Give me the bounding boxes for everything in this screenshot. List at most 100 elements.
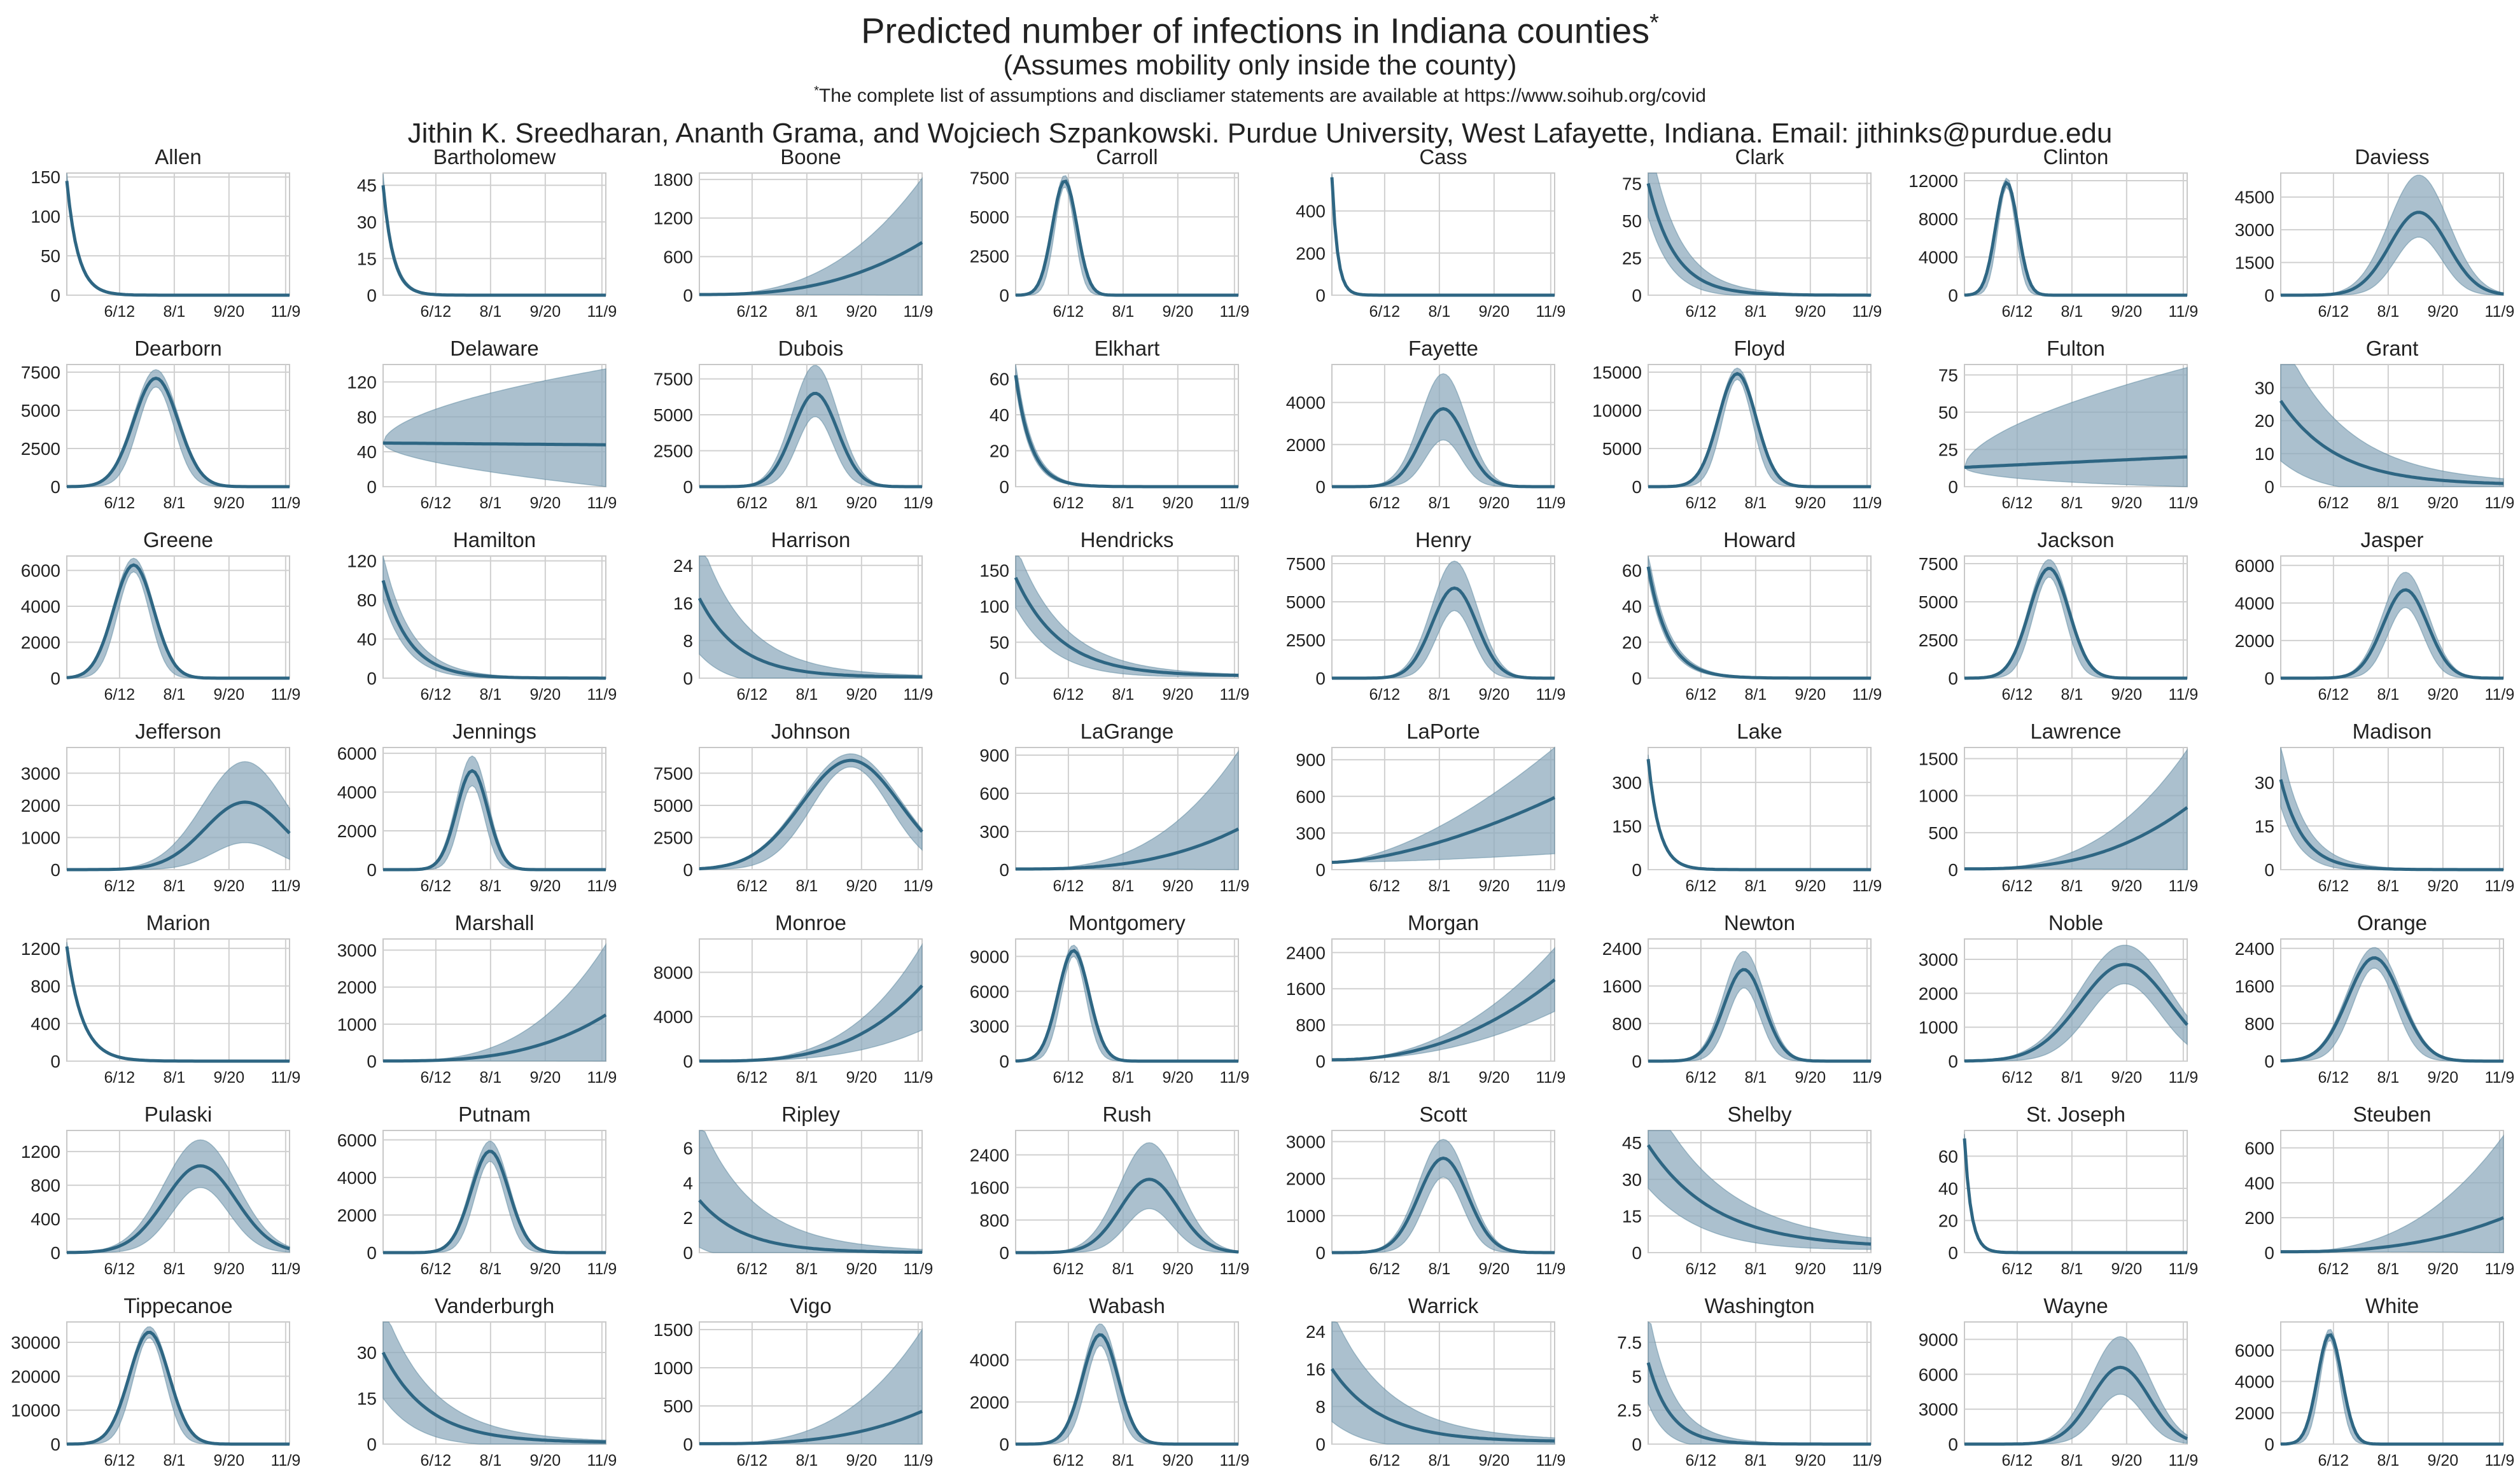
panel-title: St. Joseph	[2026, 1102, 2125, 1126]
y-tick-label: 30	[2255, 773, 2274, 793]
x-tick-label: 8/1	[479, 686, 501, 704]
panel-bartholomew: 6/12 8/1 9/20 11/9 0 15 30 45 Bartholomew	[357, 145, 617, 321]
panel-daviess: 6/12 8/1 9/20 11/9 0 1500 3000 4500 Daviess	[2235, 145, 2515, 321]
y-tick-label: 1200	[21, 939, 60, 959]
x-tick-label: 11/9	[1852, 303, 1882, 321]
y-tick-label: 20	[2255, 411, 2274, 431]
y-tick-label: 0	[2264, 1052, 2274, 1071]
y-tick-label: 0	[999, 286, 1009, 305]
y-tick-label: 7500	[21, 363, 60, 382]
y-tick-label: 1000	[1919, 1018, 1958, 1038]
y-tick-label: 6000	[1919, 1365, 1958, 1384]
y-tick-label: 500	[663, 1396, 693, 1416]
y-tick-label: 40	[357, 442, 377, 462]
x-tick-label: 11/9	[1852, 1069, 1882, 1087]
panel-clinton: 6/12 8/1 9/20 11/9 0 4000 8000 12000 Clinton	[1908, 145, 2198, 321]
prediction-line	[1016, 179, 1238, 297]
x-tick-label: 6/12	[737, 303, 768, 321]
prediction-line	[1332, 1157, 1555, 1255]
x-tick-label: 9/20	[213, 494, 244, 512]
x-tick-label: 6/12	[2002, 1260, 2033, 1278]
y-tick-label: 24	[673, 556, 693, 576]
x-tick-label: 8/1	[1744, 1452, 1767, 1470]
x-tick-label: 6/12	[1053, 1452, 1084, 1470]
x-tick-label: 8/1	[2377, 686, 2399, 704]
x-tick-label: 9/20	[846, 1069, 877, 1087]
panel-pulaski: 6/12 8/1 9/20 11/9 0 400 800 1200 Pulaski	[21, 1102, 301, 1278]
figure-subtitle: (Assumes mobility only inside the county…	[1003, 49, 1517, 81]
prediction-line	[2279, 400, 2504, 485]
x-tick-label: 11/9	[270, 877, 300, 895]
confidence-band	[383, 755, 606, 870]
x-tick-label: 9/20	[846, 303, 877, 321]
x-tick-label: 8/1	[1428, 1260, 1450, 1278]
panel-henry: 6/12 8/1 9/20 11/9 0 2500 5000 7500 Henry	[1286, 528, 1566, 704]
y-tick-label: 6000	[337, 744, 377, 763]
y-tick-label: 3000	[337, 940, 377, 960]
x-tick-label: 8/1	[1744, 686, 1767, 704]
y-tick-label: 0	[999, 1243, 1009, 1263]
prediction-line	[383, 768, 606, 872]
x-tick-label: 9/20	[1795, 1452, 1826, 1470]
y-tick-label: 0	[367, 1243, 377, 1263]
x-tick-label: 9/20	[2427, 686, 2458, 704]
x-tick-label: 8/1	[795, 1069, 818, 1087]
panel-title: Daviess	[2355, 145, 2429, 169]
x-tick-label: 9/20	[1795, 303, 1826, 321]
confidence-band	[1648, 950, 1871, 1062]
prediction-line	[66, 563, 290, 680]
y-tick-label: 2400	[1602, 939, 1642, 959]
y-tick-label: 0	[367, 477, 377, 497]
x-tick-label: 9/20	[2111, 1069, 2142, 1087]
x-tick-label: 8/1	[2061, 1452, 2083, 1470]
y-tick-label: 0	[683, 1052, 693, 1071]
x-tick-label: 11/9	[2484, 1069, 2514, 1087]
confidence-band	[382, 1321, 606, 1445]
panel-title: Bartholomew	[433, 145, 556, 169]
x-tick-label: 6/12	[2002, 877, 2033, 895]
prediction-line	[1964, 806, 2188, 871]
x-tick-label: 6/12	[104, 1260, 136, 1278]
y-tick-label: 300	[1612, 773, 1642, 793]
figure-header: Predicted number of infections in Indian…	[0, 0, 2520, 151]
panel-title: Jefferson	[135, 720, 221, 743]
y-tick-label: 0	[1948, 1435, 1958, 1454]
x-tick-label: 11/9	[903, 1260, 933, 1278]
panel-title: LaGrange	[1081, 720, 1174, 743]
x-tick-label: 6/12	[1686, 1452, 1717, 1470]
x-tick-label: 6/12	[737, 877, 768, 895]
y-tick-label: 25	[1622, 248, 1642, 268]
x-tick-label: 8/1	[1428, 303, 1450, 321]
prediction-line	[698, 1199, 922, 1254]
panel-monroe: 6/12 8/1 9/20 11/9 0 4000 8000 Monroe	[654, 911, 934, 1087]
x-tick-label: 6/12	[2318, 877, 2349, 895]
x-tick-label: 8/1	[2061, 686, 2083, 704]
x-tick-label: 11/9	[2484, 1260, 2514, 1278]
panel-lagrange: 6/12 8/1 9/20 11/9 0 300 600 900 LaGrange	[979, 720, 1249, 895]
y-tick-label: 2000	[21, 796, 60, 816]
y-tick-label: 0	[367, 1052, 377, 1071]
confidence-band	[2280, 364, 2504, 487]
prediction-line	[66, 1330, 290, 1446]
panel-title: Delaware	[450, 337, 538, 360]
y-tick-label: 40	[1938, 1179, 1958, 1199]
confidence-band	[1964, 366, 2188, 487]
x-tick-label: 6/12	[2318, 1260, 2349, 1278]
x-tick-label: 11/9	[1536, 1452, 1565, 1470]
panel-fulton: 6/12 8/1 9/20 11/9 0 25 50 75 Fulton	[1938, 337, 2198, 512]
prediction-line	[1332, 978, 1556, 1062]
prediction-line	[381, 1351, 606, 1444]
y-tick-label: 4000	[2235, 1372, 2274, 1392]
x-tick-label: 9/20	[1478, 877, 1509, 895]
y-tick-label: 100	[979, 597, 1009, 616]
panel-white: 6/12 8/1 9/20 11/9 0 2000 4000 6000 White	[2235, 1294, 2515, 1470]
y-tick-label: 0	[2264, 669, 2274, 688]
panel-title: Vigo	[790, 1294, 831, 1318]
panel-title: Monroe	[775, 911, 846, 935]
x-tick-label: 9/20	[2111, 303, 2142, 321]
y-tick-label: 3000	[1286, 1132, 1326, 1151]
x-tick-label: 8/1	[1112, 494, 1134, 512]
prediction-line	[1014, 576, 1239, 678]
x-tick-label: 9/20	[2111, 1260, 2142, 1278]
x-tick-label: 6/12	[421, 877, 452, 895]
